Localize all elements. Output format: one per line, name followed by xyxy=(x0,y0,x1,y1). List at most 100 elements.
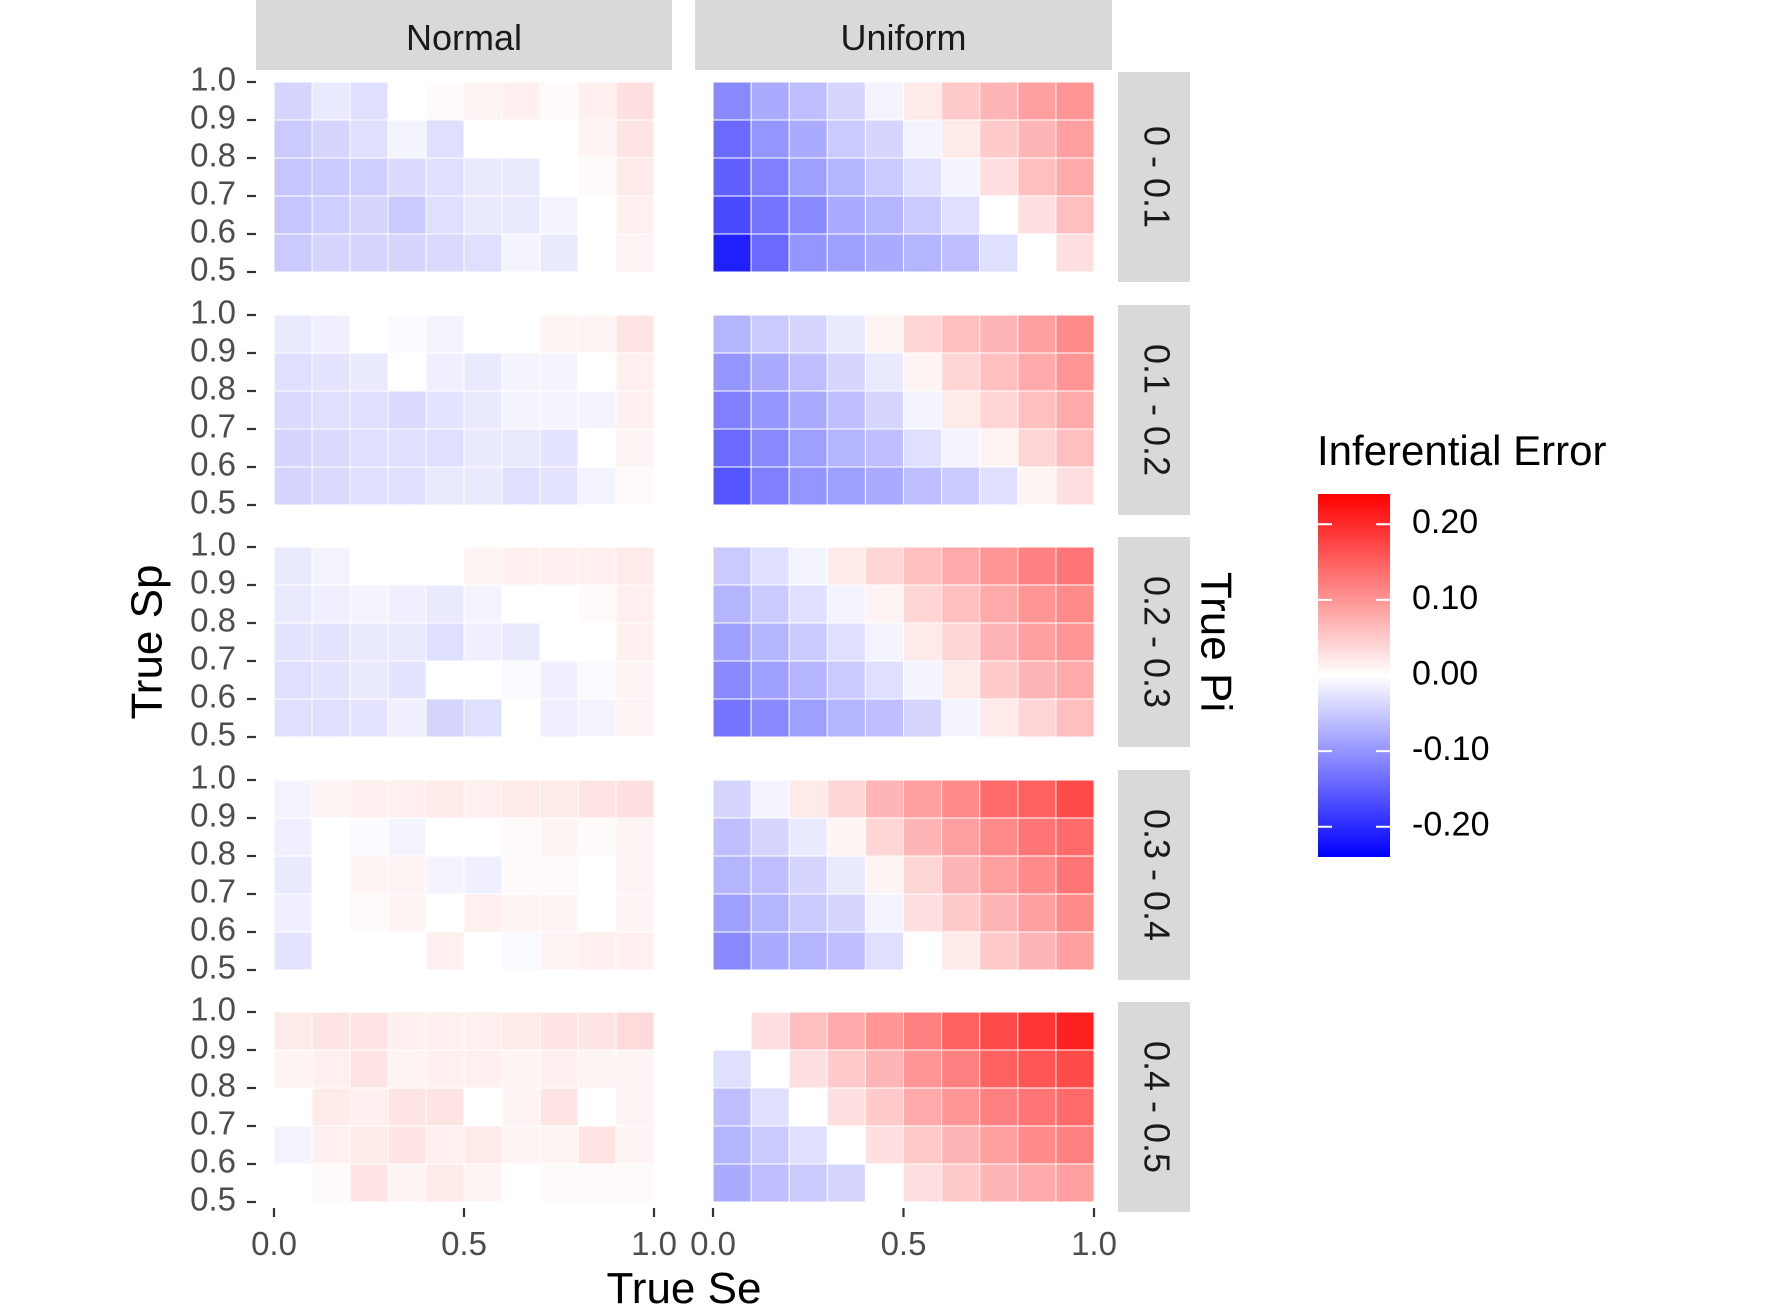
heatmap-cell xyxy=(941,81,981,121)
heatmap-cell xyxy=(1017,157,1057,197)
heatmap-cell xyxy=(539,1049,579,1089)
heatmap-cell xyxy=(826,817,866,857)
heatmap-cell xyxy=(788,817,828,857)
heatmap-cell xyxy=(712,855,752,895)
heatmap-cell xyxy=(979,233,1019,273)
y-axis: 0.50.60.70.80.91.0 xyxy=(190,526,256,753)
heatmap-cell xyxy=(979,855,1019,895)
heatmap-cell xyxy=(788,855,828,895)
heatmap-cell xyxy=(941,1163,981,1203)
heatmap-cell xyxy=(941,1125,981,1165)
heatmap-cell xyxy=(712,195,752,235)
heatmap-cell xyxy=(387,428,427,468)
heatmap-cell xyxy=(615,584,655,624)
y-tick-label: 0.5 xyxy=(190,484,236,521)
heatmap-cell xyxy=(712,584,752,624)
heatmap-cell xyxy=(463,1125,503,1165)
heatmap-cell xyxy=(501,931,541,971)
heatmap-panel xyxy=(712,314,1095,506)
heatmap-cell xyxy=(864,698,905,738)
heatmap-cell xyxy=(311,195,351,235)
heatmap-cell xyxy=(577,119,617,159)
heatmap-cell xyxy=(615,660,655,700)
x-axis-title: True Se xyxy=(607,1264,762,1309)
heatmap-cell xyxy=(615,1163,655,1203)
heatmap-cell xyxy=(1017,1125,1057,1165)
heatmap-cell xyxy=(788,314,828,354)
heatmap-cell xyxy=(425,314,465,354)
heatmap-cell xyxy=(387,893,427,933)
heatmap-cell xyxy=(788,893,828,933)
y-tick-label: 0.8 xyxy=(190,370,236,407)
heatmap-cell xyxy=(501,390,541,430)
heatmap-cell xyxy=(311,584,351,624)
facet-column-label: Uniform xyxy=(840,17,966,58)
heatmap-cell xyxy=(1017,660,1057,700)
heatmap-cell xyxy=(387,622,427,662)
y-tick-label: 0.6 xyxy=(190,213,236,250)
heatmap-panel xyxy=(273,314,655,506)
heatmap-cell xyxy=(826,1163,866,1203)
heatmap-cell xyxy=(788,428,828,468)
heatmap-cell xyxy=(864,428,905,468)
heatmap-cell xyxy=(311,622,351,662)
heatmap-cell xyxy=(903,817,943,857)
heatmap-cell xyxy=(615,81,655,121)
heatmap-cell xyxy=(1017,466,1057,506)
heatmap-cell xyxy=(501,119,541,159)
heatmap-cell xyxy=(903,779,943,819)
heatmap-cell xyxy=(750,195,790,235)
heatmap-cell xyxy=(349,1125,389,1165)
heatmap-cell xyxy=(463,817,503,857)
heatmap-cell xyxy=(941,314,981,354)
heatmap-cell xyxy=(463,352,503,392)
heatmap-cell xyxy=(425,893,465,933)
heatmap-cell xyxy=(273,698,313,738)
heatmap-cell xyxy=(712,1011,752,1051)
heatmap-cell xyxy=(577,233,617,273)
heatmap-cell xyxy=(750,622,790,662)
heatmap-cell xyxy=(349,546,389,586)
heatmap-cell xyxy=(311,466,351,506)
heatmap-cell xyxy=(903,546,943,586)
heatmap-cell xyxy=(539,698,579,738)
heatmap-cell xyxy=(864,314,905,354)
heatmap-cell xyxy=(463,119,503,159)
heatmap-cell xyxy=(712,314,752,354)
x-tick-label: 1.0 xyxy=(1071,1225,1117,1262)
heatmap-cell xyxy=(979,390,1019,430)
heatmap-cell xyxy=(349,81,389,121)
heatmap-cell xyxy=(979,698,1019,738)
heatmap-cell xyxy=(577,390,617,430)
heatmap-cell xyxy=(941,157,981,197)
heatmap-cell xyxy=(615,1049,655,1089)
heatmap-cell xyxy=(311,660,351,700)
heatmap-cell xyxy=(539,779,579,819)
facet-strip-row-2: 0.2 - 0.3 xyxy=(1118,537,1190,747)
heatmap-cell xyxy=(979,584,1019,624)
facet-row-label: 0 - 0.1 xyxy=(1136,126,1177,228)
heatmap-cell xyxy=(387,698,427,738)
heatmap-cell xyxy=(425,546,465,586)
heatmap-cell xyxy=(979,622,1019,662)
facet-strip-normal: Normal xyxy=(256,0,672,70)
heatmap-cell xyxy=(788,1087,828,1127)
heatmap-cell xyxy=(387,931,427,971)
heatmap-cell xyxy=(387,390,427,430)
heatmap-cell xyxy=(750,81,790,121)
heatmap-cell xyxy=(539,390,579,430)
x-axis: 0.0 0.5 1.0 xyxy=(690,1208,1117,1262)
heatmap-cell xyxy=(615,817,655,857)
heatmap-cell xyxy=(463,1049,503,1089)
heatmap-cell xyxy=(826,855,866,895)
heatmap-cell xyxy=(826,1011,866,1051)
y-axis: 0.50.60.70.80.91.0 xyxy=(190,294,256,521)
y-tick-label: 0.8 xyxy=(190,835,236,872)
heatmap-cell xyxy=(463,1163,503,1203)
heatmap-cell xyxy=(425,931,465,971)
heatmap-cell xyxy=(387,81,427,121)
heatmap-cell xyxy=(979,119,1019,159)
heatmap-cell xyxy=(712,817,752,857)
heatmap-cell xyxy=(1017,119,1057,159)
heatmap-cell xyxy=(615,195,655,235)
